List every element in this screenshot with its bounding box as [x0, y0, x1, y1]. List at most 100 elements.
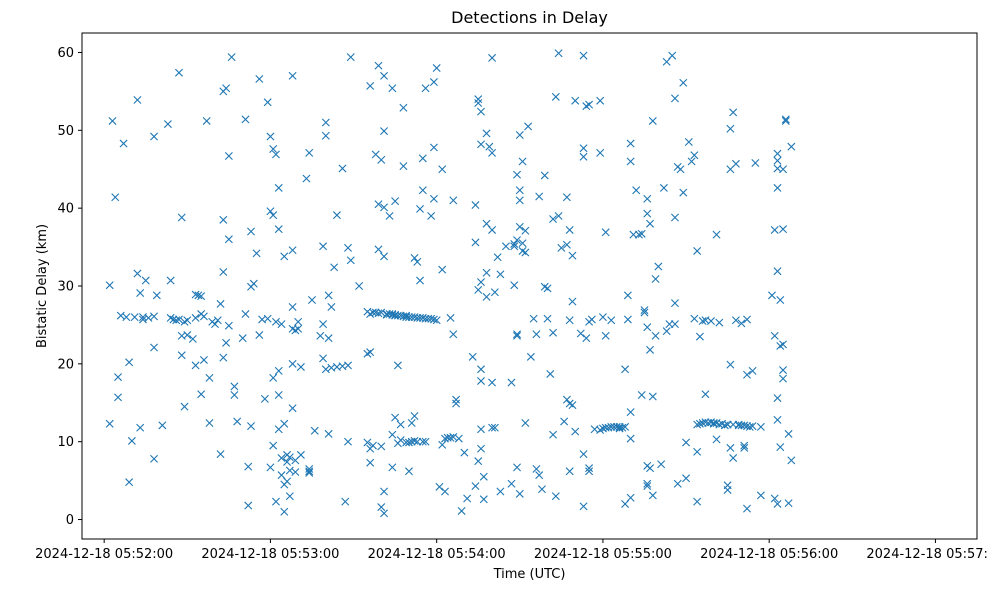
data-point: [618, 423, 627, 432]
data-point: [518, 157, 527, 166]
data-point: [377, 308, 386, 317]
data-point: [429, 78, 438, 87]
data-point: [144, 313, 153, 322]
data-point: [363, 438, 372, 447]
data-point: [446, 433, 455, 442]
data-point: [687, 157, 696, 166]
data-point: [543, 284, 552, 293]
data-point: [191, 313, 200, 322]
data-point: [659, 183, 668, 192]
data-point: [388, 463, 397, 472]
data-point: [529, 314, 538, 323]
data-point: [310, 426, 319, 435]
data-point: [623, 315, 632, 324]
x-tick-label: 2024-12-18 05:53:00: [201, 547, 339, 562]
data-point: [646, 345, 655, 354]
data-point: [640, 306, 649, 315]
data-point: [756, 422, 765, 431]
data-point: [477, 107, 485, 116]
data-point: [551, 492, 560, 501]
data-point: [429, 315, 438, 324]
data-point: [374, 200, 383, 209]
data-point: [393, 361, 402, 370]
data-point: [737, 319, 746, 328]
data-point: [252, 249, 261, 258]
data-point: [377, 155, 386, 164]
data-point: [111, 193, 120, 202]
data-point: [623, 291, 632, 300]
data-point: [690, 314, 699, 323]
data-point: [554, 211, 563, 220]
data-point: [452, 399, 461, 408]
data-point: [283, 477, 292, 486]
data-point: [549, 328, 558, 337]
data-point: [180, 402, 189, 411]
data-point: [601, 228, 610, 237]
data-point: [474, 99, 483, 108]
data-point: [679, 78, 688, 87]
data-point: [673, 479, 682, 488]
data-point: [321, 365, 330, 374]
data-point: [407, 419, 416, 427]
data-point: [277, 320, 286, 329]
data-point: [643, 482, 652, 491]
data-point: [560, 417, 569, 426]
data-point: [174, 68, 183, 77]
data-point: [344, 243, 352, 252]
data-point: [288, 303, 297, 312]
data-point: [199, 312, 208, 321]
data-point: [305, 467, 314, 476]
data-point: [421, 84, 430, 93]
data-point: [568, 401, 577, 410]
data-point: [183, 316, 192, 325]
data-point: [488, 225, 497, 234]
data-point: [510, 281, 519, 290]
data-point: [374, 245, 383, 254]
data-point: [172, 316, 181, 325]
data-point: [740, 441, 749, 450]
data-point: [632, 186, 641, 195]
x-tick-label: 2024-12-18 05:52:00: [35, 547, 173, 562]
data-point: [194, 291, 203, 300]
data-point: [477, 376, 485, 385]
data-point: [249, 279, 258, 288]
data-point: [646, 464, 655, 473]
data-point: [271, 150, 280, 159]
data-point: [368, 441, 377, 450]
data-point: [787, 456, 796, 465]
data-point: [684, 137, 693, 146]
data-point: [255, 74, 264, 83]
data-point: [468, 352, 477, 361]
data-point: [585, 464, 594, 473]
data-point: [427, 211, 436, 220]
data-point: [773, 156, 782, 165]
data-point: [327, 303, 336, 312]
data-point: [781, 115, 790, 124]
data-point: [413, 257, 422, 266]
data-point: [729, 454, 738, 463]
data-point: [546, 369, 555, 378]
data-point: [471, 201, 480, 210]
y-tick-label: 20: [57, 357, 74, 372]
data-point: [244, 462, 253, 471]
data-point: [125, 478, 134, 487]
data-point: [344, 437, 352, 446]
data-point: [643, 209, 652, 218]
data-point: [205, 373, 214, 382]
data-point: [773, 499, 782, 508]
data-point: [490, 288, 499, 297]
data-point: [515, 186, 524, 195]
data-point: [474, 457, 483, 466]
data-point: [324, 291, 333, 300]
data-point: [637, 390, 646, 399]
data-point: [562, 240, 571, 249]
data-point: [670, 299, 679, 308]
data-point: [355, 282, 364, 290]
data-point: [166, 276, 175, 285]
data-point: [294, 324, 303, 333]
data-point: [701, 390, 710, 399]
y-tick-label: 10: [57, 435, 74, 450]
data-point: [723, 485, 732, 494]
data-point: [770, 225, 779, 234]
data-point: [380, 203, 389, 212]
